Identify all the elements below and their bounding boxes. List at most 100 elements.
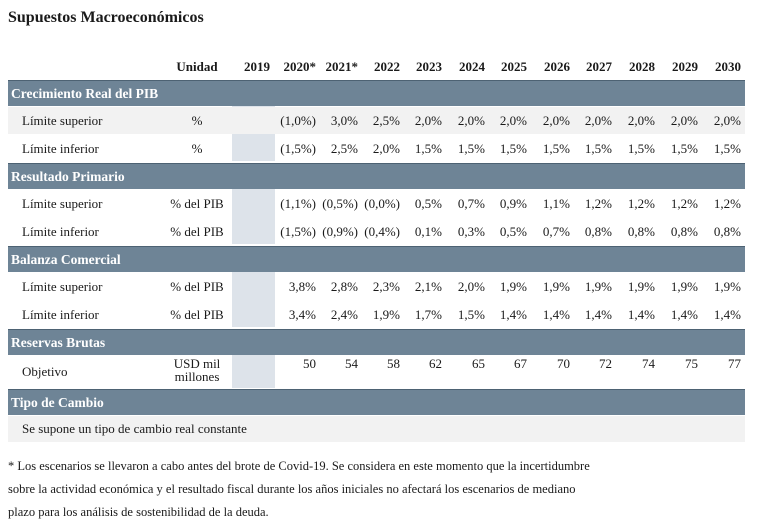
- value-cell: 0,9%: [499, 196, 527, 211]
- footnote-line: * Los escenarios se llevaron a cabo ante…: [8, 459, 590, 473]
- row-label: Límite inferior: [22, 307, 99, 322]
- value-cell: 1,4%: [584, 307, 612, 322]
- value-cell: 1,9%: [713, 279, 741, 294]
- header-year: 2030: [715, 59, 741, 74]
- value-cell: 0,8%: [670, 224, 698, 239]
- value-cell: 2,1%: [414, 279, 442, 294]
- section-header: Resultado Primario: [8, 163, 745, 189]
- value-cell: 1,2%: [670, 196, 698, 211]
- value-cell: (1,5%): [280, 224, 316, 239]
- col-2019-band-2: [232, 188, 275, 244]
- value-cell: 1,4%: [499, 307, 527, 322]
- value-cell: (0,5%): [322, 196, 358, 211]
- row-unit: %: [191, 141, 203, 156]
- value-cell: 1,5%: [414, 141, 442, 156]
- row-unit: % del PIB: [170, 307, 224, 322]
- value-cell: 2,8%: [330, 279, 358, 294]
- table-row: Objetivo USD mil millones 50 54 58 62 65…: [8, 356, 745, 388]
- value-cell: 1,4%: [670, 307, 698, 322]
- value-cell: 1,2%: [584, 196, 612, 211]
- header-year: 2021*: [325, 59, 359, 74]
- row-unit: % del PIB: [170, 224, 224, 239]
- table-row: Límite inferior % (1,5%) 2,5% 2,0% 1,5% …: [8, 135, 745, 162]
- value-cell: 2,4%: [330, 307, 358, 322]
- section-header: Reservas Brutas: [8, 329, 745, 355]
- row-label: Objetivo: [22, 364, 68, 379]
- section-title: Reservas Brutas: [11, 335, 106, 350]
- value-cell: 3,0%: [330, 113, 358, 128]
- value-cell: (1,1%): [280, 196, 316, 211]
- section-header: Crecimiento Real del PIB: [8, 80, 745, 106]
- col-2019-band-4: [232, 354, 275, 388]
- header-year: 2027: [586, 59, 612, 74]
- value-cell: 75: [685, 356, 698, 371]
- value-cell: 77: [728, 356, 741, 371]
- value-cell: 1,4%: [713, 307, 741, 322]
- header-year: 2028: [629, 59, 655, 74]
- value-cell: 58: [387, 356, 400, 371]
- table-row: Límite inferior % del PIB (1,5%) (0,9%) …: [8, 218, 745, 245]
- value-cell: 1,4%: [542, 307, 570, 322]
- value-cell: 2,0%: [372, 141, 400, 156]
- col-2019-band-3: [232, 271, 275, 327]
- value-cell: 62: [429, 356, 442, 371]
- value-cell: 0,5%: [414, 196, 442, 211]
- value-cell: 2,5%: [330, 141, 358, 156]
- footnote: * Los escenarios se llevaron a cabo ante…: [8, 455, 748, 524]
- value-cell: 2,0%: [584, 113, 612, 128]
- value-cell: 0,5%: [499, 224, 527, 239]
- value-cell: 1,5%: [627, 141, 655, 156]
- value-cell: 1,9%: [627, 279, 655, 294]
- value-cell: (1,0%): [280, 113, 316, 128]
- value-cell: 1,5%: [457, 307, 485, 322]
- row-unit-line: millones: [174, 369, 220, 384]
- value-cell: 1,1%: [542, 196, 570, 211]
- header-year: 2022: [374, 59, 400, 74]
- value-cell: 3,4%: [288, 307, 316, 322]
- value-cell: 1,9%: [670, 279, 698, 294]
- value-cell: 2,5%: [372, 113, 400, 128]
- value-cell: (1,5%): [280, 141, 316, 156]
- value-cell: 2,0%: [457, 113, 485, 128]
- table-row: Se supone un tipo de cambio real constan…: [8, 416, 745, 442]
- value-cell: 0,7%: [457, 196, 485, 211]
- value-cell: (0,9%): [322, 224, 358, 239]
- value-cell: 1,4%: [627, 307, 655, 322]
- row-unit: % del PIB: [170, 196, 224, 211]
- value-cell: 0,3%: [457, 224, 485, 239]
- value-cell: 1,5%: [713, 141, 741, 156]
- footnote-line: plazo para los análisis de sostenibilida…: [8, 505, 269, 519]
- value-cell: 1,2%: [713, 196, 741, 211]
- page-title: Supuestos Macroeconómicos: [8, 9, 204, 26]
- value-cell: 1,9%: [499, 279, 527, 294]
- header-year: 2020*: [283, 59, 317, 74]
- value-cell: 65: [472, 356, 485, 371]
- value-cell: 0,8%: [713, 224, 741, 239]
- value-cell: 74: [642, 356, 655, 371]
- header-year: 2025: [501, 59, 527, 74]
- value-cell: 1,5%: [499, 141, 527, 156]
- row-label: Límite superior: [22, 113, 103, 128]
- value-cell: 1,5%: [670, 141, 698, 156]
- value-cell: 2,0%: [414, 113, 442, 128]
- section-title: Resultado Primario: [11, 169, 125, 184]
- row-unit: %: [191, 113, 203, 128]
- header-row: Unidad 2019 2020* 2021* 2022 2023 2024 2…: [8, 56, 745, 78]
- header-year: 2019: [244, 59, 270, 74]
- section-header: Tipo de Cambio: [8, 389, 745, 415]
- header-year: 2026: [544, 59, 570, 74]
- row-label: Límite inferior: [22, 224, 99, 239]
- value-cell: 1,7%: [414, 307, 442, 322]
- section-title: Crecimiento Real del PIB: [11, 86, 159, 101]
- value-cell: 1,9%: [372, 307, 400, 322]
- table-row: Límite superior % del PIB 3,8% 2,8% 2,3%…: [8, 273, 745, 300]
- value-cell: 67: [514, 356, 527, 371]
- value-cell: 0,8%: [627, 224, 655, 239]
- value-cell: 72: [599, 356, 612, 371]
- value-cell: 2,0%: [713, 113, 741, 128]
- value-cell: 0,8%: [584, 224, 612, 239]
- section-title: Tipo de Cambio: [11, 395, 104, 410]
- value-cell: 1,5%: [542, 141, 570, 156]
- header-year: 2024: [459, 59, 485, 74]
- value-cell: 1,5%: [457, 141, 485, 156]
